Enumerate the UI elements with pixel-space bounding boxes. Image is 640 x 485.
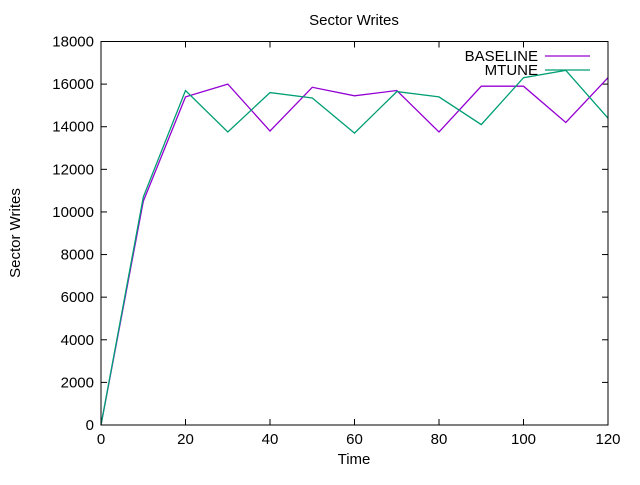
legend-label-mtune: MTUNE <box>485 62 538 79</box>
series-line-baseline <box>100 77 609 426</box>
y-tick-label: 18000 <box>52 34 94 51</box>
plot-area: 0 20 40 60 80 100 120 0 2000 4000 6000 8000 10000 120… <box>52 34 620 449</box>
x-tick-label: 100 <box>511 431 536 448</box>
y-axis-label: Sector Writes <box>7 188 24 278</box>
y-tick-label: 6000 <box>61 289 94 306</box>
x-tick-label: 40 <box>262 431 279 448</box>
y-tick-label: 16000 <box>52 76 94 93</box>
y-tick-label: 8000 <box>61 247 94 264</box>
x-axis-label: Time <box>338 451 371 468</box>
x-tick-label: 60 <box>346 431 363 448</box>
y-tick-label: 14000 <box>52 119 94 136</box>
y-tick-label: 2000 <box>61 374 94 391</box>
legend-label-baseline: BASELINE <box>465 48 538 65</box>
y-tick-label: 0 <box>86 417 94 434</box>
series-line-mtune <box>100 69 609 426</box>
y-tick-label: 4000 <box>61 332 94 349</box>
chart-title: Sector Writes <box>309 12 399 29</box>
x-tick-label: 0 <box>97 431 105 448</box>
y-tick-label: 10000 <box>52 204 94 221</box>
x-tick-label: 80 <box>431 431 448 448</box>
x-tick-label: 120 <box>595 431 620 448</box>
x-tick-label: 20 <box>177 431 194 448</box>
plot-border <box>100 41 609 426</box>
y-tick-label: 12000 <box>52 161 94 178</box>
